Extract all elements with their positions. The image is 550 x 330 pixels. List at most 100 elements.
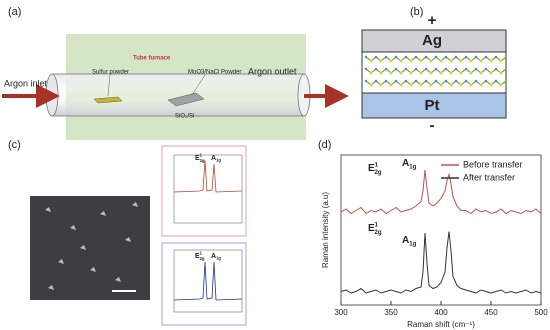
atom [414,67,418,71]
atom [454,79,458,83]
atom [444,79,448,83]
peak-annotation: A1g [402,158,417,170]
atom [474,67,478,71]
atom [439,83,443,87]
atom [364,67,368,71]
peak-label: A1g [211,155,221,163]
precursor-label: MoO3/NaCl Powder [188,70,241,76]
flake [70,225,76,230]
flake [48,285,54,290]
label-sub: 2g [375,170,382,176]
pointer [107,74,111,97]
peak-annotation: E1 2g [368,162,382,176]
atom [374,67,378,71]
raman-chart: (d) 300 350 400 450 500 Raman shift (cm⁻¹) Rama… [318,139,548,329]
label-sub: 1g [216,158,221,163]
sem-image [30,196,150,300]
top-sign: + [428,12,437,29]
atom [429,59,433,63]
atom [389,59,393,63]
label-main: E [195,253,200,260]
atom [464,55,468,59]
panel-label: (c) [8,139,21,151]
atom [499,83,503,87]
atom [429,83,433,87]
atom [474,79,478,83]
atom [419,59,423,63]
atom [434,79,438,83]
label-sup: 1 [375,162,379,168]
atom [464,67,468,71]
pt-layer [361,92,507,119]
atom [499,59,503,63]
atom [369,59,373,63]
flake [132,202,138,207]
atom [459,83,463,87]
label-sub: 1g [409,164,416,170]
flake [100,211,106,216]
atom [444,67,448,71]
x-tick-label: 500 [534,308,548,317]
atom [444,55,448,59]
atom [449,59,453,63]
atom [499,71,503,75]
atom [414,79,418,83]
panel-label: (d) [318,139,331,151]
atom [384,79,388,83]
ag-layer [361,29,507,53]
atom [469,59,473,63]
atom [469,71,473,75]
precursor-boat [167,92,205,107]
atom [414,55,418,59]
atom [439,71,443,75]
atom [399,71,403,75]
atom [449,83,453,87]
atom [439,59,443,63]
inlet-label: Argon inlet [4,78,48,88]
x-tick-label: 300 [334,308,348,317]
atom [494,67,498,71]
atom [479,71,483,75]
pointer [191,74,206,96]
atom [449,71,453,75]
atom [389,71,393,75]
label-sub: 2g [200,256,205,261]
atom [454,55,458,59]
label-sup: 1 [200,153,203,158]
atom [419,83,423,87]
atom [364,55,368,59]
scale-bar [112,290,136,292]
peak-label: E1 2g [195,153,205,163]
atom [489,71,493,75]
series-line [340,169,542,215]
ag-label: Ag [422,32,442,49]
atom [434,55,438,59]
flake [115,277,121,282]
flake [125,237,131,242]
label-sub: 1g [216,256,221,261]
label-main: A [402,158,409,169]
peak-label: A1g [211,253,221,261]
inset-axes [173,249,243,313]
label-main: A [211,155,216,162]
atom [409,83,413,87]
atom [399,59,403,63]
peak-annotation: A1g [402,235,417,247]
x-tick-label: 450 [484,308,498,317]
sem-flakes [45,202,138,290]
label-main: E [368,223,375,234]
atom [484,79,488,83]
atom [424,79,428,83]
atom [404,67,408,71]
atom [459,71,463,75]
flake [45,207,51,212]
flake [90,267,96,272]
sulfur-boat [93,96,123,104]
atom [464,79,468,83]
atom [494,55,498,59]
atom [384,55,388,59]
mos2-layers [364,55,507,87]
